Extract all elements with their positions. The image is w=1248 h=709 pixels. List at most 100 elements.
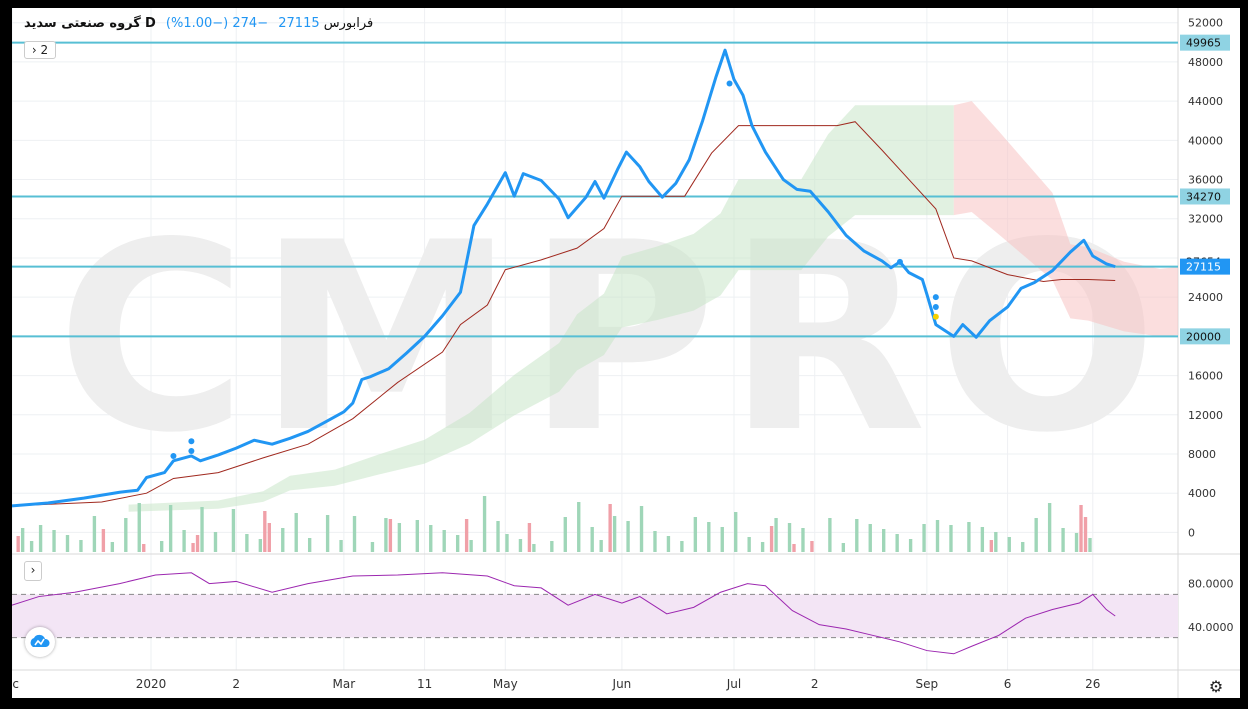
volume-bar-down (263, 511, 267, 552)
volume-bar-down (101, 529, 106, 552)
signal-marker (188, 448, 195, 455)
volume-bar-up (20, 528, 25, 552)
volume-bar-up (599, 540, 603, 552)
volume-bar-up (307, 538, 312, 552)
volume-bar-up (666, 536, 671, 552)
time-tick-label: 2 (232, 677, 240, 691)
volume-bar-up (415, 520, 419, 552)
rsi-toggle-button[interactable]: › (24, 561, 42, 581)
volume-bar-up (79, 540, 83, 552)
volume-bar-down (989, 540, 994, 552)
volume-bar-up (352, 516, 357, 552)
gear-icon[interactable]: ⚙ (1208, 677, 1224, 696)
rsi-axis[interactable]: 40.0000 80.0000 (1188, 578, 1234, 634)
price-tick-label: 52000 (1188, 17, 1223, 30)
volume-bar-up (707, 522, 711, 552)
rsi-tick-label: 80.0000 (1188, 578, 1234, 591)
indicators-toggle-button[interactable]: › 2 (24, 41, 56, 59)
volume-bar-up (370, 542, 375, 552)
volume-bar-up (505, 534, 509, 552)
volume-bar-up (734, 512, 738, 552)
time-tick-label: May (493, 677, 518, 691)
time-tick-label: 2 (811, 677, 819, 691)
volume-bar-up (168, 505, 173, 552)
volume-bar-up (680, 541, 684, 552)
volume-bar-up (841, 543, 846, 552)
volume-bar-up (1061, 528, 1065, 552)
price-tick-label: 12000 (1188, 409, 1223, 422)
cloud-logo-icon[interactable] (25, 627, 55, 657)
signal-marker (932, 303, 939, 310)
rsi-line[interactable] (12, 572, 1116, 655)
volume-bar-up (496, 521, 500, 552)
price-axis[interactable]: 0400080001200016000200002400028000320003… (1188, 17, 1223, 540)
price-label-text: 27115 (1186, 261, 1221, 274)
volume-bar-down (388, 519, 393, 552)
volume-bar-down (142, 544, 146, 552)
volume-bars (16, 496, 1092, 552)
volume-bar-up (980, 527, 985, 552)
price-label-box (1180, 258, 1230, 275)
volume-bar-up (639, 506, 644, 552)
signal-marker (896, 258, 903, 265)
volume-bar-up (550, 541, 554, 552)
time-axis[interactable]: ec 2020 2 Mar 11 May Jun Jul 2 Sep 6 26 (12, 677, 1100, 691)
cloud-bullish (128, 105, 954, 512)
rsi-pane (12, 572, 1178, 655)
volume-bar-down (267, 523, 271, 552)
volume-bar-up (801, 528, 805, 552)
volume-bar-up (482, 496, 487, 552)
volume-bar-up (339, 540, 343, 552)
volume-bar-up (760, 542, 765, 552)
volume-bar-up (612, 516, 617, 552)
volume-bar-up (182, 530, 186, 552)
volume-bar-up (294, 513, 298, 552)
cloud-bearish (953, 101, 1178, 337)
volume-bar-up (29, 541, 34, 552)
time-tick-label: 2020 (136, 677, 167, 691)
volume-bar-up (124, 518, 128, 552)
volume-bar-down (769, 526, 774, 552)
volume-bar-up (92, 516, 97, 552)
price-label-text: 34270 (1186, 190, 1221, 203)
exchange-label: فرابورس (323, 16, 374, 31)
volume-bar-up (110, 542, 115, 552)
time-tick-label: Sep (916, 677, 939, 691)
volume-bar-up (429, 525, 433, 552)
price-labels: 4996534270276542711520000 (1180, 34, 1230, 345)
time-tick-label: Mar (333, 677, 356, 691)
price-change: −274 (−1.00%) (165, 16, 269, 31)
volume-bar-up (455, 535, 460, 552)
horizontal-levels (12, 41, 1178, 338)
volume-bar-up (994, 532, 998, 552)
chevron-right-icon: › (31, 43, 37, 57)
price-tick-label: 0 (1188, 526, 1195, 539)
volume-bar-up (281, 528, 285, 552)
price-line (12, 48, 1116, 508)
price-tick-label: 32000 (1188, 213, 1223, 226)
signal-marker (726, 80, 733, 87)
volume-bar-down (527, 523, 532, 552)
volume-bar-up (949, 525, 953, 552)
price-tick-label: 16000 (1188, 370, 1223, 383)
price-label-box (1180, 34, 1230, 51)
timeframe-label[interactable]: D (144, 16, 156, 31)
volume-bar-up (626, 521, 630, 552)
chart-canvas[interactable]: CMPRO 0400080001200016000200002400028000… (12, 8, 1240, 698)
volume-bar-down (195, 535, 200, 552)
volume-bar-up (52, 530, 56, 552)
signal-marker (188, 438, 195, 445)
volume-bar-up (137, 503, 141, 552)
volume-bar-up (882, 529, 886, 552)
close-price-line[interactable] (12, 48, 1116, 508)
volume-bar-up (967, 522, 971, 552)
symbol-name[interactable]: گروه صنعتی سدید (24, 16, 141, 31)
volume-bar-up (828, 518, 832, 552)
price-tick-label: 40000 (1188, 134, 1223, 147)
time-tick-label: Jul (726, 677, 741, 691)
chart-panel: CMPRO 0400080001200016000200002400028000… (12, 8, 1240, 698)
volume-bar-down (1083, 517, 1088, 552)
price-label-text: 20000 (1186, 330, 1221, 343)
volume-bar-up (868, 524, 872, 552)
